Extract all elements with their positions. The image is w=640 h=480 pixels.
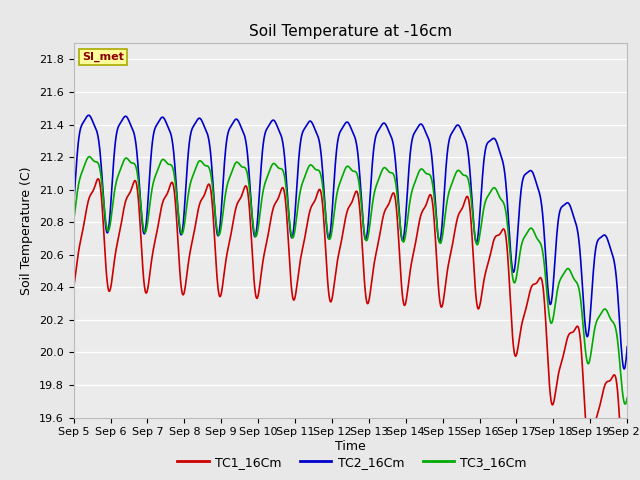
TC3_16Cm xyxy=(70,218,77,224)
Legend: TC1_16Cm, TC2_16Cm, TC3_16Cm: TC1_16Cm, TC2_16Cm, TC3_16Cm xyxy=(172,451,532,474)
TC3_16Cm xyxy=(509,276,516,282)
TC3_16Cm xyxy=(193,162,201,168)
TC2_16Cm xyxy=(180,216,188,222)
TC1_16Cm xyxy=(70,284,77,289)
TC2_16Cm xyxy=(255,196,263,202)
Line: TC1_16Cm: TC1_16Cm xyxy=(74,179,627,480)
TC1_16Cm xyxy=(94,176,102,182)
TC3_16Cm xyxy=(558,274,566,280)
TC1_16Cm xyxy=(509,338,516,344)
TC1_16Cm xyxy=(180,291,188,297)
TC2_16Cm xyxy=(84,112,92,118)
TC3_16Cm xyxy=(180,227,188,232)
Line: TC2_16Cm: TC2_16Cm xyxy=(74,115,627,369)
TC1_16Cm xyxy=(193,213,201,218)
TC2_16Cm xyxy=(509,269,516,275)
TC1_16Cm xyxy=(436,303,444,309)
Line: TC3_16Cm: TC3_16Cm xyxy=(74,156,627,404)
TC2_16Cm xyxy=(436,235,444,241)
TC3_16Cm xyxy=(86,154,93,159)
TC2_16Cm xyxy=(193,118,201,123)
TC3_16Cm xyxy=(255,218,263,224)
TC1_16Cm xyxy=(255,288,263,293)
X-axis label: Time: Time xyxy=(335,440,366,453)
TC2_16Cm xyxy=(620,366,628,372)
TC3_16Cm xyxy=(621,401,629,407)
TC2_16Cm xyxy=(70,204,77,210)
Text: SI_met: SI_met xyxy=(82,52,124,62)
Y-axis label: Soil Temperature (C): Soil Temperature (C) xyxy=(20,166,33,295)
TC3_16Cm xyxy=(436,240,444,246)
TC2_16Cm xyxy=(558,204,566,210)
TC1_16Cm xyxy=(558,358,566,364)
Title: Soil Temperature at -16cm: Soil Temperature at -16cm xyxy=(249,24,452,39)
TC3_16Cm xyxy=(623,395,631,401)
TC2_16Cm xyxy=(623,344,631,349)
